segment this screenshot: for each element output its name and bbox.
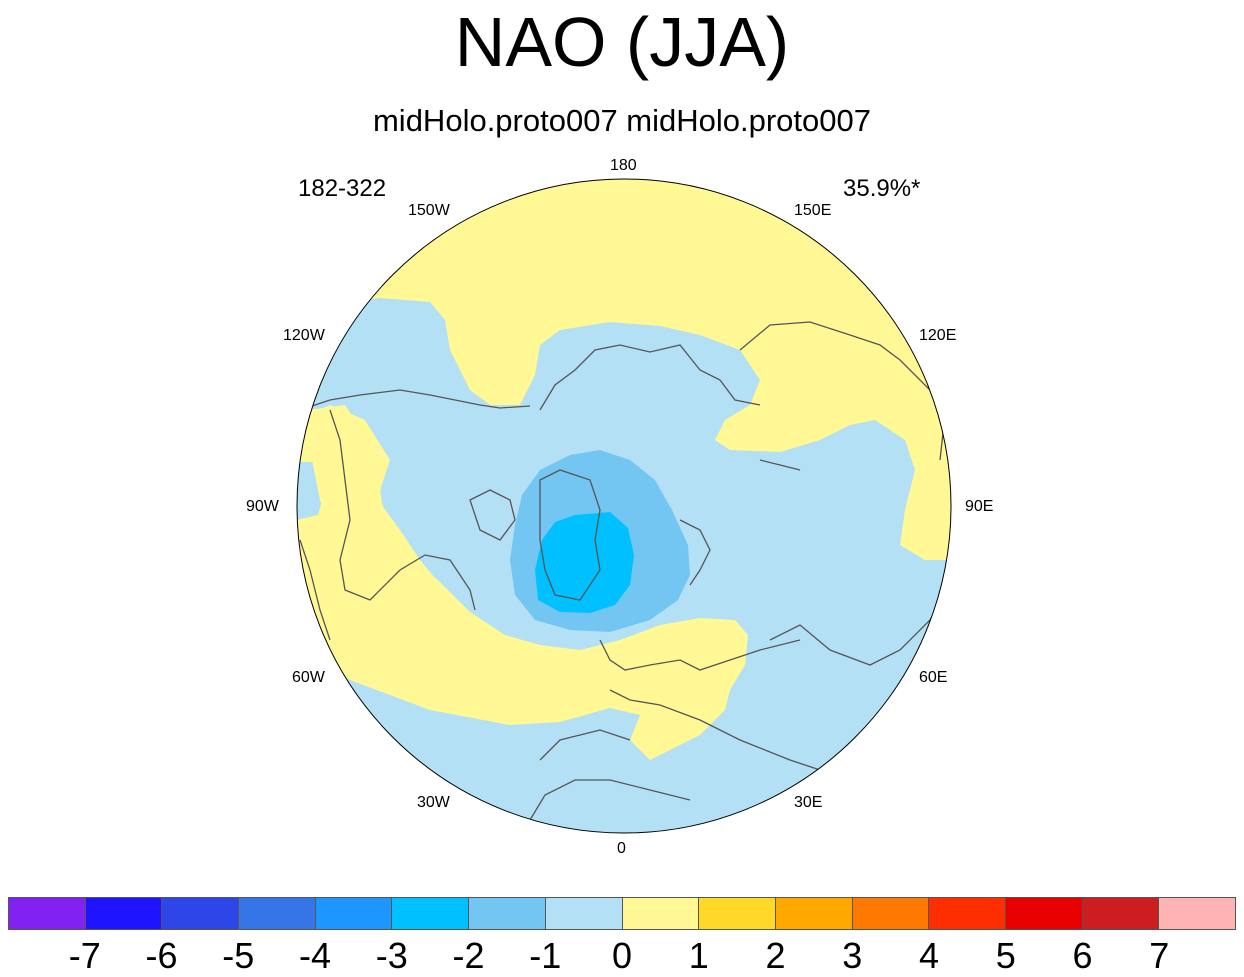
field-positive-patch: [308, 405, 470, 615]
colorbar-segment: [469, 898, 546, 929]
colorbar-segment: [85, 898, 163, 929]
lon-label-150w: 150W: [408, 202, 450, 219]
colorbar-tick-label: 2: [765, 935, 786, 976]
lon-label-150e: 150E: [794, 202, 832, 219]
colorbar-segment: [1082, 898, 1160, 929]
colorbar-tick-label: 5: [995, 935, 1016, 976]
years-label: 182-322: [298, 175, 387, 202]
colorbar-tick-label: 0: [611, 935, 633, 976]
colorbar-segment: [1159, 898, 1235, 929]
colorbar-segment: [9, 898, 86, 929]
colorbar-segment: [622, 898, 700, 929]
colorbar-segment: [775, 898, 853, 929]
colorbar-tick-label: -4: [298, 935, 331, 976]
lon-label-60e: 60E: [919, 669, 948, 686]
colorbar-segment: [852, 898, 930, 929]
lon-label-60w: 60W: [292, 669, 325, 686]
colorbar-segment: [392, 898, 470, 929]
map-boundary: [296, 178, 952, 834]
lon-label-120e: 120E: [919, 327, 957, 344]
colorbar: [8, 897, 1236, 930]
lon-label-30w: 30W: [417, 794, 450, 811]
colorbar-tick-label: 7: [1149, 935, 1170, 976]
lon-label-0: 0: [617, 840, 626, 857]
colorbar-tick-label: 6: [1072, 935, 1093, 976]
variance-label: 35.9%*: [843, 175, 921, 202]
lon-label-30e: 30E: [794, 794, 823, 811]
colorbar-tick-label: -2: [452, 935, 485, 976]
colorbar-segment: [315, 898, 393, 929]
colorbar-tick-label: -6: [145, 935, 178, 976]
colorbar-segment: [545, 898, 623, 929]
lon-label-90e: 90E: [965, 498, 994, 515]
colorbar-segment: [1005, 898, 1083, 929]
colorbar-tick-label: -3: [375, 935, 408, 976]
field-negative-2-3: [535, 512, 634, 613]
plot-subtitle: midHolo.proto007 midHolo.proto007: [372, 103, 871, 138]
plot-title: NAO (JJA): [454, 3, 790, 81]
colorbar-tick-label: -1: [529, 935, 562, 976]
lon-label-90w: 90W: [246, 498, 279, 515]
colorbar-tick-label: 4: [918, 935, 940, 976]
colorbar-segment: [239, 898, 316, 929]
colorbar-tick-label: 1: [688, 935, 709, 976]
colorbar-segment: [929, 898, 1006, 929]
colorbar-segment: [699, 898, 776, 929]
lon-label-180: 180: [610, 157, 637, 174]
lon-label-120w: 120W: [283, 327, 325, 344]
colorbar-tick-label: -5: [222, 935, 255, 976]
colorbar-segment: [162, 898, 240, 929]
colorbar-tick-label: -7: [68, 935, 101, 976]
colorbar-tick-label: 3: [842, 935, 863, 976]
